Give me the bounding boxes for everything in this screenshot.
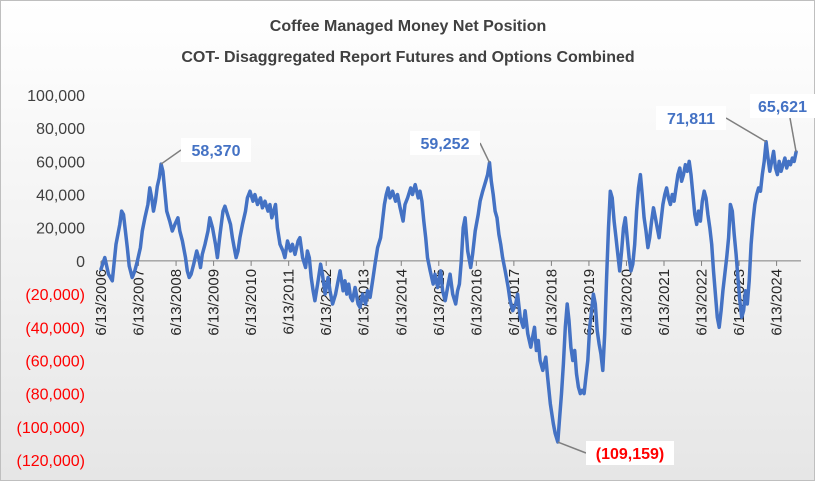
callouts-group: 58,370 59,252 71,811 65,621 (109,159): [160, 94, 815, 465]
chart-subtitle: COT- Disaggregated Report Futures and Op…: [181, 49, 634, 66]
callout-box: [410, 131, 480, 155]
callout-label: 65,621: [758, 99, 807, 116]
callout-label: (109,159): [596, 446, 665, 463]
callout-label: 59,252: [421, 136, 470, 153]
y-tick-label: (120,000): [17, 453, 86, 470]
x-tick-label: 6/13/2021: [656, 269, 673, 336]
y-tick-label: 60,000: [36, 154, 85, 171]
y-tick-label: 20,000: [36, 221, 85, 238]
x-tick-label: 6/13/2008: [168, 269, 185, 336]
y-tick-label: 0: [76, 254, 85, 271]
y-tick-label: (20,000): [25, 287, 85, 304]
y-tick-label: (40,000): [25, 320, 85, 337]
y-tick-label: (100,000): [17, 420, 86, 437]
y-axis: 100,000 80,000 60,000 40,000 20,000 0 (20,000)…: [17, 88, 86, 470]
callout-leader: [479, 142, 491, 163]
callout-box: [181, 138, 251, 162]
x-tick-label: 6/13/2009: [206, 269, 223, 336]
y-tick-label: 40,000: [36, 188, 85, 205]
x-tick-label: 6/13/2006: [93, 269, 110, 336]
callout-leader: [557, 441, 587, 454]
callout-leader: [160, 149, 182, 165]
y-tick-label: (80,000): [25, 387, 85, 404]
x-tick-label: 6/13/2022: [694, 269, 711, 336]
x-tick-label: 6/13/2018: [543, 269, 560, 336]
x-tick-label: 6/13/2019: [581, 269, 598, 336]
series-group: [99, 140, 798, 444]
y-tick-label: 100,000: [27, 88, 85, 105]
callout-leader: [789, 117, 797, 153]
callout-box: [750, 94, 815, 118]
x-tick-label: 6/13/2014: [393, 269, 410, 336]
callout-leader: [725, 117, 767, 143]
x-tick-label: 6/13/2020: [618, 269, 635, 336]
x-tick-label: 6/13/2011: [281, 269, 298, 335]
chart-title: Coffee Managed Money Net Position: [270, 18, 546, 35]
callout-box: [586, 441, 674, 465]
y-tick-label: 80,000: [36, 121, 85, 138]
x-tick-label: 6/13/2007: [131, 269, 148, 336]
callout-label: 58,370: [192, 143, 241, 160]
callout-label: 71,811: [667, 111, 715, 128]
series-line: [99, 140, 798, 444]
x-axis: 6/13/2006 6/13/2007 6/13/2008 6/13/2009 6/13…: [93, 260, 801, 336]
x-tick-label: 6/13/2010: [243, 269, 260, 336]
x-tick-label: 6/13/2016: [468, 269, 485, 336]
y-tick-label: (60,000): [25, 353, 85, 370]
x-tick-label: 6/13/2024: [769, 269, 786, 336]
callout-box: [656, 106, 726, 130]
